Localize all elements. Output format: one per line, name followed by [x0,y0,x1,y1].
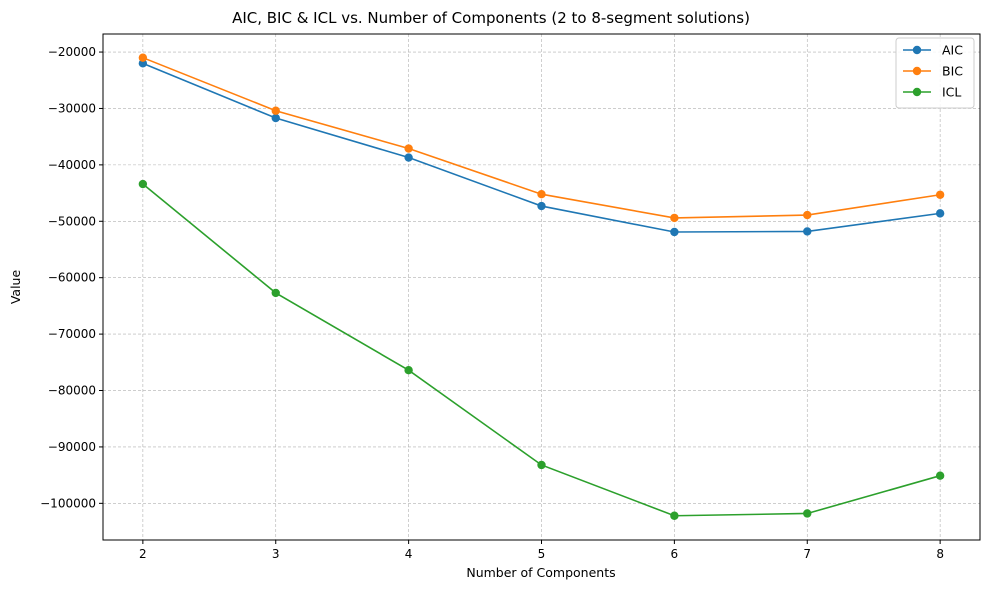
axis-ticks: 2 3 4 5 6 7 8 −20000 −30000 −40000 −50000 −60000 −70… [40,45,944,561]
x-tick-label: 7 [803,547,811,561]
icl-point [271,288,280,298]
y-tick-label: −100000 [40,496,96,510]
bic-point [271,106,280,115]
bic-point [670,213,679,223]
series-layer [138,53,945,520]
legend-label: ICL [942,85,961,100]
legend-label: AIC [942,43,963,58]
x-tick-label: 8 [936,547,944,561]
legend-marker [912,87,922,97]
y-tick-label: −80000 [48,384,96,398]
y-axis-label: Value [8,270,23,305]
y-tick-label: −30000 [48,101,96,115]
icl-point [935,471,945,480]
y-tick-label: −50000 [48,214,96,228]
legend-item-aic: AIC [903,43,963,58]
bic-point [537,190,546,199]
y-tick-label: −60000 [48,271,96,285]
icl-point [138,179,148,189]
icl-point [404,366,413,375]
legend: AIC BIC ICL [895,37,975,109]
y-tick-label: −40000 [48,158,96,172]
x-tick-label: 5 [538,547,546,561]
y-tick-label: −20000 [48,45,96,59]
legend-marker [912,45,922,55]
icl-point [803,509,812,518]
aic-point [935,209,945,218]
icl-point [537,460,546,470]
bic-point [803,210,812,220]
aic-point [404,153,413,162]
bic-point [404,144,413,153]
legend-item-bic: BIC [903,64,963,79]
aic-point [803,227,812,236]
y-tick-label: −70000 [48,327,96,341]
legend-item-icl: ICL [903,85,961,100]
series-icl [138,179,945,520]
aic-point [670,227,679,237]
x-axis-label: Number of Components [466,565,615,580]
legend-marker [912,66,922,76]
bic-point [935,190,945,199]
series-bic [138,53,945,223]
x-tick-label: 6 [671,547,679,561]
grid [103,34,980,540]
x-tick-label: 4 [405,547,413,561]
legend-label: BIC [942,64,963,79]
aic-point [537,201,546,211]
chart-title: AIC, BIC & ICL vs. Number of Components … [232,9,750,27]
x-tick-label: 3 [272,547,280,561]
icl-point [670,511,679,520]
x-tick-label: 2 [139,547,147,561]
y-tick-label: −90000 [48,440,96,454]
aic-point [271,113,280,123]
bic-point [138,53,148,62]
